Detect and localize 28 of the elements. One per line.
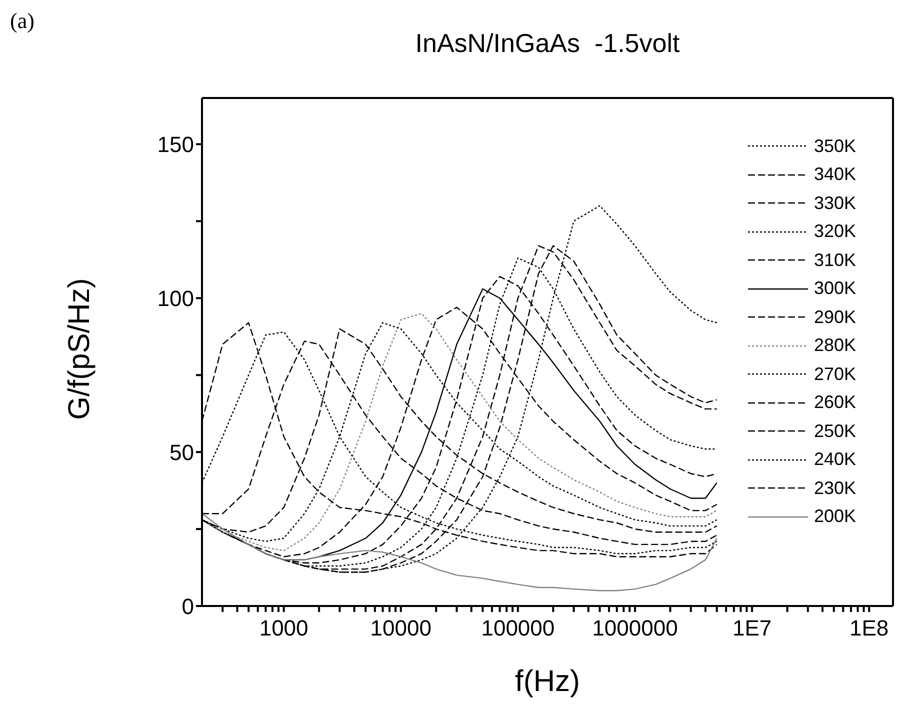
y-tick-label: 50 bbox=[170, 440, 194, 465]
x-axis-title: f(Hz) bbox=[514, 665, 581, 699]
legend-label: 260K bbox=[814, 392, 856, 414]
legend-label: 350K bbox=[814, 136, 856, 157]
x-tick-label: 1E8 bbox=[850, 616, 889, 641]
x-tick-label: 10000 bbox=[370, 616, 432, 641]
chart-title: InAsN/InGaAs -1.5volt bbox=[414, 28, 681, 59]
y-axis-title: G/f(pS/Hz) bbox=[63, 277, 97, 422]
legend-label: 280K bbox=[814, 335, 856, 356]
y-tick-label: 0 bbox=[182, 594, 194, 619]
legend-label: 320K bbox=[814, 221, 856, 242]
x-tick-label: 100000 bbox=[481, 616, 555, 641]
legend-label: 290K bbox=[814, 306, 856, 328]
legend-label: 250K bbox=[814, 420, 856, 442]
y-tick-label: 100 bbox=[157, 286, 194, 311]
legend-label: 340K bbox=[814, 164, 856, 186]
legend-label: 330K bbox=[814, 192, 856, 214]
legend-label: 230K bbox=[814, 478, 856, 499]
legend-label: 240K bbox=[814, 449, 856, 470]
text: (a) bbox=[10, 8, 34, 34]
legend-label: 310K bbox=[814, 250, 856, 271]
legend-label: 200K bbox=[814, 506, 856, 528]
x-tick-label: 1E7 bbox=[732, 616, 772, 641]
legend-label: 270K bbox=[814, 364, 856, 385]
x-tick-label: 1000 bbox=[259, 616, 308, 641]
x-tick-label: 1000000 bbox=[592, 616, 678, 641]
legend-label: 300K bbox=[814, 278, 856, 300]
y-tick-label: 150 bbox=[157, 132, 194, 157]
